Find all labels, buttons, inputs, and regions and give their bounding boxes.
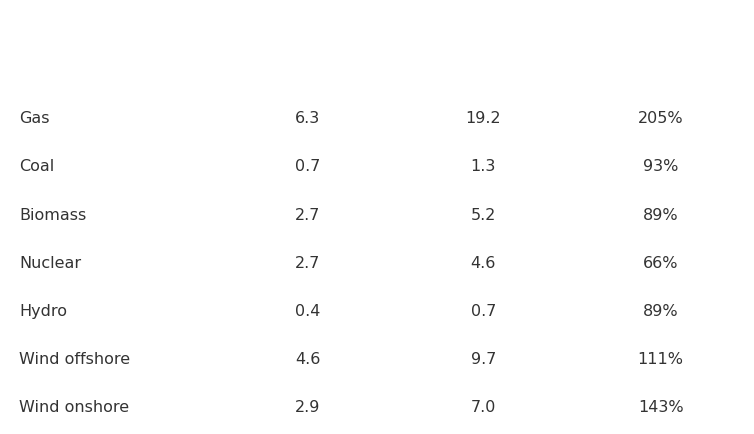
Text: 111%: 111% <box>638 352 684 367</box>
Text: 2.7: 2.7 <box>296 256 320 271</box>
Text: Average annual
revenues
pre-Covid: Average annual revenues pre-Covid <box>238 22 379 75</box>
Text: 66%: 66% <box>643 256 679 271</box>
Text: 6.3: 6.3 <box>296 111 320 126</box>
Text: 89%: 89% <box>643 207 679 223</box>
Text: 2.9: 2.9 <box>296 400 320 415</box>
Text: 7.0: 7.0 <box>470 400 496 415</box>
Text: Hydro: Hydro <box>19 304 67 319</box>
Text: 19.2: 19.2 <box>465 111 501 126</box>
Text: 9.7: 9.7 <box>470 352 496 367</box>
Text: Average annual
revenues
2022: Average annual revenues 2022 <box>412 22 554 75</box>
Text: 0.4: 0.4 <box>296 304 320 319</box>
Text: Generating source: Generating source <box>19 41 186 56</box>
Text: Nuclear: Nuclear <box>19 256 81 271</box>
Text: 143%: 143% <box>638 400 683 415</box>
Text: Gas: Gas <box>19 111 50 126</box>
Text: 5.2: 5.2 <box>470 207 496 223</box>
Text: 4.6: 4.6 <box>470 256 496 271</box>
Text: Coal: Coal <box>19 159 54 174</box>
Text: % increase: % increase <box>611 41 710 56</box>
Text: 89%: 89% <box>643 304 679 319</box>
Text: 205%: 205% <box>638 111 683 126</box>
Text: 0.7: 0.7 <box>470 304 496 319</box>
Text: 4.6: 4.6 <box>296 352 320 367</box>
Text: 93%: 93% <box>643 159 679 174</box>
Text: 0.7: 0.7 <box>296 159 320 174</box>
Text: 2.7: 2.7 <box>296 207 320 223</box>
Text: Wind offshore: Wind offshore <box>19 352 130 367</box>
Text: Biomass: Biomass <box>19 207 86 223</box>
Text: Wind onshore: Wind onshore <box>19 400 129 415</box>
Text: 1.3: 1.3 <box>470 159 496 174</box>
